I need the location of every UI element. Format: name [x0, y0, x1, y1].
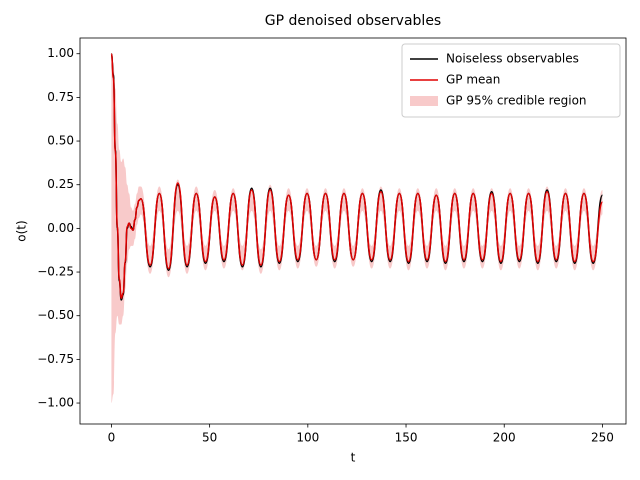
x-tick-label: 50	[202, 431, 217, 445]
y-tick-label: −0.75	[37, 352, 74, 366]
legend-label: GP mean	[446, 73, 500, 87]
legend-label: Noiseless observables	[446, 52, 579, 66]
x-tick-label: 0	[108, 431, 116, 445]
series-line	[110, 52, 604, 299]
x-tick-label: 200	[493, 431, 516, 445]
plot-frame	[79, 37, 627, 425]
y-tick-label: 0.00	[47, 221, 74, 235]
legend-box	[401, 43, 621, 118]
legend-label: GP 95% credible region	[446, 94, 587, 108]
y-tick-label: −0.25	[37, 265, 74, 279]
y-tick-label: 0.50	[47, 134, 74, 148]
x-tick-label: 100	[296, 431, 319, 445]
x-axis-label: t	[351, 451, 356, 465]
legend-swatch	[410, 96, 438, 106]
y-tick-label: −1.00	[37, 396, 74, 410]
y-tick-label: −0.50	[37, 308, 74, 322]
x-tick-label: 250	[591, 431, 614, 445]
y-tick-label: 0.75	[47, 90, 74, 104]
credible-band	[111, 53, 603, 404]
x-tick-label: 150	[395, 431, 418, 445]
y-axis-label: o(t)	[15, 220, 29, 241]
chart-title: GP denoised observables	[265, 13, 441, 29]
y-tick-label: 0.25	[47, 177, 74, 191]
y-tick-label: 1.00	[47, 46, 74, 60]
